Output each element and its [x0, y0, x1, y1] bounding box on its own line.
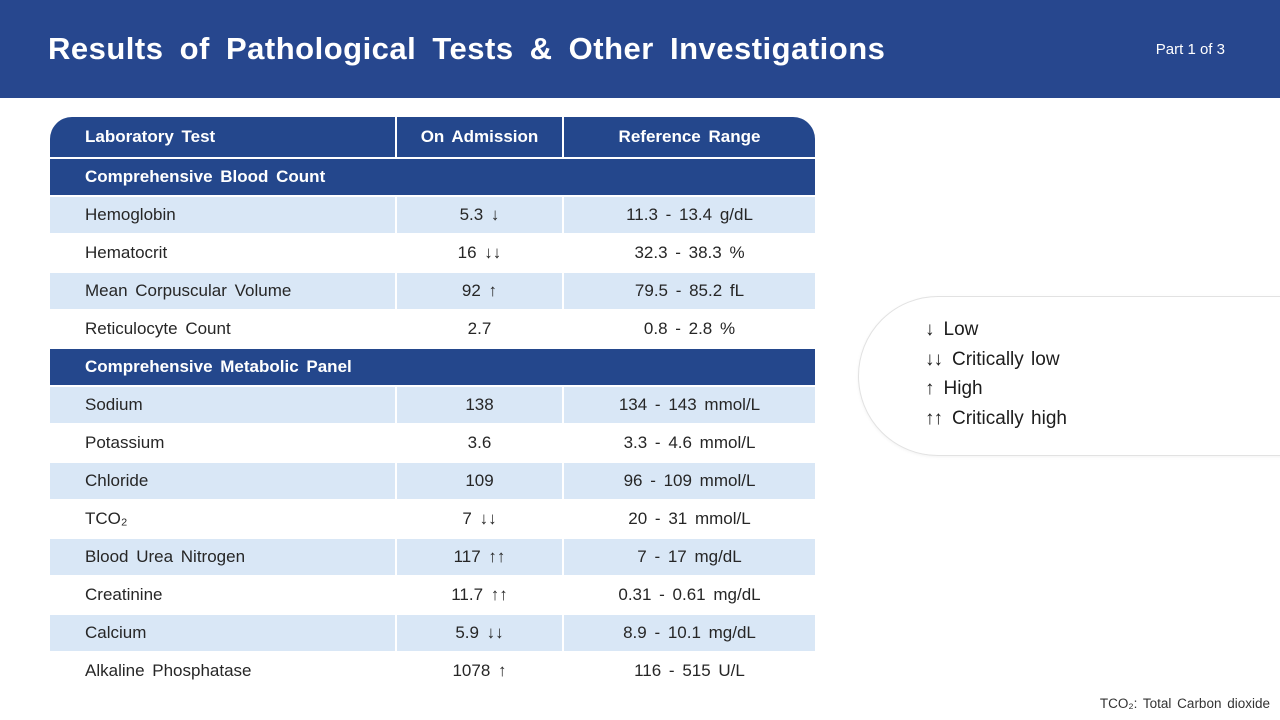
reference-range-cell: 96 - 109 mmol/L — [562, 463, 815, 499]
on-admission-cell: 109 — [395, 463, 562, 499]
reference-range-cell: 20 - 31 mmol/L — [562, 501, 815, 537]
test-name-cell: Creatinine — [85, 585, 163, 604]
legend-item: ↑ High — [925, 374, 1280, 404]
on-admission-cell: 5.3 ↓ — [395, 197, 562, 233]
reference-range-cell: 0.8 - 2.8 % — [562, 311, 815, 347]
test-name-cell: Alkaline Phosphatase — [85, 661, 252, 680]
on-admission-cell: 11.7 ↑↑ — [395, 577, 562, 613]
table-row: Hemoglobin 5.3 ↓ 11.3 - 13.4 g/dL — [50, 197, 815, 233]
up-arrow-icon: ↑↑ — [925, 407, 943, 429]
table-row: Hematocrit 16 ↓↓ 32.3 - 38.3 % — [50, 235, 815, 271]
legend-item-label: Critically high — [952, 407, 1067, 429]
up-arrow-icon: ↑ — [925, 378, 934, 399]
table-header-row: Laboratory Test On Admission Reference R… — [50, 117, 815, 157]
table-row: TCO₂ 7 ↓↓ 20 - 31 mmol/L — [50, 501, 815, 537]
test-name-cell: Sodium — [85, 395, 143, 414]
test-name-cell: Mean Corpuscular Volume — [85, 281, 292, 300]
on-admission-cell: 117 ↑↑ — [395, 539, 562, 575]
results-table: Laboratory Test On Admission Reference R… — [50, 117, 815, 689]
on-admission-cell: 7 ↓↓ — [395, 501, 562, 537]
part-indicator: Part 1 of 3 — [1155, 41, 1225, 58]
on-admission-cell: 2.7 — [395, 311, 562, 347]
table-row: Chloride 109 96 - 109 mmol/L — [50, 463, 815, 499]
legend-item: ↑↑ Critically high — [925, 404, 1280, 434]
col-header-laboratory-test: Laboratory Test — [85, 127, 216, 146]
reference-range-cell: 0.31 - 0.61 mg/dL — [562, 577, 815, 613]
on-admission-cell: 3.6 — [395, 425, 562, 461]
reference-range-cell: 79.5 - 85.2 fL — [562, 273, 815, 309]
test-name-cell: Reticulocyte Count — [85, 319, 231, 338]
legend-item-label: High — [943, 378, 983, 399]
table-row: Alkaline Phosphatase 1078 ↑ 116 - 515 U/L — [50, 653, 815, 689]
table-row: Potassium 3.6 3.3 - 4.6 mmol/L — [50, 425, 815, 461]
reference-range-cell: 116 - 515 U/L — [562, 653, 815, 689]
table-row: Mean Corpuscular Volume 92 ↑ 79.5 - 85.2 f… — [50, 273, 815, 309]
table-row: Blood Urea Nitrogen 117 ↑↑ 7 - 17 mg/dL — [50, 539, 815, 575]
col-header-on-admission: On Admission — [395, 117, 562, 157]
legend-item: ↓ Low — [925, 315, 1280, 345]
legend-item: ↓↓ Critically low — [925, 345, 1280, 375]
on-admission-cell: 1078 ↑ — [395, 653, 562, 689]
test-name-cell: Chloride — [85, 471, 149, 490]
table-row: Reticulocyte Count 2.7 0.8 - 2.8 % — [50, 311, 815, 347]
reference-range-cell: 11.3 - 13.4 g/dL — [562, 197, 815, 233]
reference-range-cell: 134 - 143 mmol/L — [562, 387, 815, 423]
on-admission-cell: 92 ↑ — [395, 273, 562, 309]
on-admission-cell: 138 — [395, 387, 562, 423]
test-name-cell: TCO₂ — [85, 509, 128, 528]
table-row: Creatinine 11.7 ↑↑ 0.31 - 0.61 mg/dL — [50, 577, 815, 613]
test-name-cell: Calcium — [85, 623, 147, 642]
reference-range-cell: 8.9 - 10.1 mg/dL — [562, 615, 815, 651]
page-title: Results of Pathological Tests & Other In… — [48, 31, 886, 66]
section-header: Comprehensive Metabolic Panel — [50, 349, 815, 385]
down-arrow-icon: ↓↓ — [925, 348, 943, 370]
test-name-cell: Potassium — [85, 433, 165, 452]
legend-list: ↓ Low ↓↓ Critically low ↑ High ↑↑ Critically hi… — [859, 297, 1280, 433]
reference-range-cell: 3.3 - 4.6 mmol/L — [562, 425, 815, 461]
table-body: Comprehensive Blood Count Hemoglobin 5.3 ↓… — [50, 159, 815, 689]
reference-range-cell: 7 - 17 mg/dL — [562, 539, 815, 575]
down-arrow-icon: ↓ — [925, 319, 934, 340]
col-header-reference-range: Reference Range — [562, 117, 815, 157]
header-band: Results of Pathological Tests & Other In… — [0, 0, 1280, 98]
reference-range-cell: 32.3 - 38.3 % — [562, 235, 815, 271]
legend-item-label: Low — [943, 319, 979, 340]
legend-panel: ↓ Low ↓↓ Critically low ↑ High ↑↑ Critically hi… — [858, 296, 1280, 456]
table-row: Sodium 138 134 - 143 mmol/L — [50, 387, 815, 423]
test-name-cell: Hematocrit — [85, 243, 168, 262]
test-name-cell: Blood Urea Nitrogen — [85, 547, 246, 566]
section-header: Comprehensive Blood Count — [50, 159, 815, 195]
test-name-cell: Hemoglobin — [85, 205, 176, 224]
on-admission-cell: 5.9 ↓↓ — [395, 615, 562, 651]
table-row: Calcium 5.9 ↓↓ 8.9 - 10.1 mg/dL — [50, 615, 815, 651]
footnote: TCO₂: Total Carbon dioxide — [1099, 696, 1270, 711]
on-admission-cell: 16 ↓↓ — [395, 235, 562, 271]
legend-item-label: Critically low — [952, 348, 1060, 370]
